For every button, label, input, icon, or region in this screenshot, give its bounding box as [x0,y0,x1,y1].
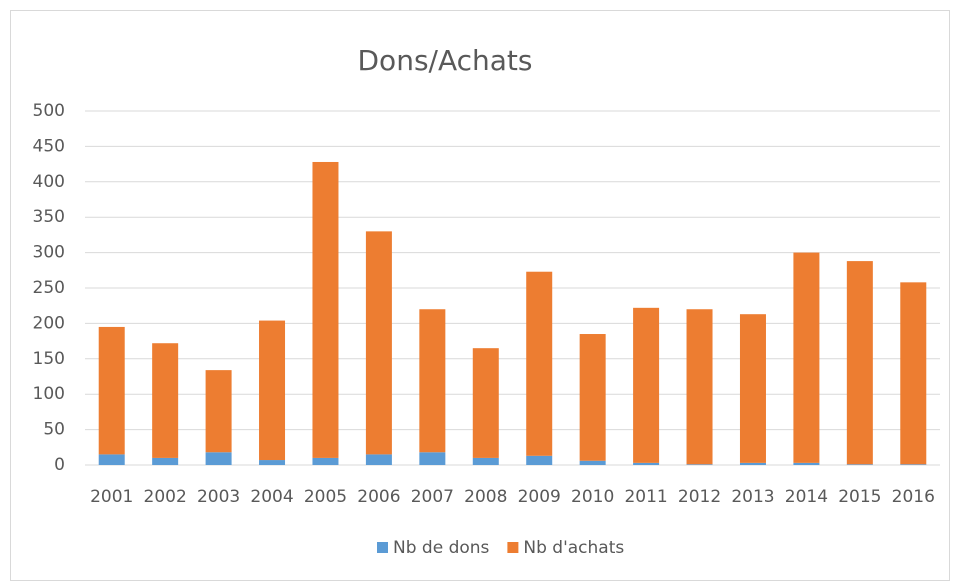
x-tick-label: 2007 [411,487,454,507]
bar-segment [526,271,553,456]
bar-segment [472,348,499,458]
legend-label: Nb d'achats [523,538,624,558]
bar-segment [205,452,232,465]
x-tick-label: 2013 [731,487,774,507]
y-tick-label: 50 [43,420,65,440]
y-tick-label: 150 [33,349,65,369]
y-tick-label: 0 [54,455,65,475]
x-tick-label: 2010 [571,487,614,507]
bar-segment [365,231,392,455]
y-tick-label: 100 [33,384,65,404]
bar-segment [739,462,766,465]
bar-segment [686,464,713,465]
bar-segment [472,457,499,465]
y-tick-label: 450 [33,136,65,156]
bar-segment [205,370,232,453]
bar-segment [98,326,125,455]
bar-segment [419,452,446,465]
y-tick-label: 500 [33,101,65,121]
x-tick-label: 2002 [144,487,187,507]
bar-segment [152,343,179,458]
bar-segment [686,309,713,465]
x-tick-label: 2015 [838,487,881,507]
x-tick-label: 2006 [357,487,400,507]
bar-segment [259,320,286,461]
y-tick-label: 200 [33,313,65,333]
y-tick-label: 250 [33,278,65,298]
chart-border [10,10,950,581]
bar-segment [900,464,927,465]
bar-segment [365,454,392,465]
bar-segment [526,455,553,465]
x-tick-label: 2016 [892,487,935,507]
bar-segment [793,462,820,465]
bar-segment [579,460,606,465]
bar-segment [419,309,446,453]
y-tick-label: 300 [33,243,65,263]
x-tick-label: 2014 [785,487,828,507]
bar-segment [312,457,339,465]
bar-segment [846,464,873,465]
bar-segment [633,307,660,463]
x-tick-label: 2012 [678,487,721,507]
bar-segment [579,334,606,461]
x-tick-label: 2005 [304,487,347,507]
chart-title: Dons/Achats [358,44,533,77]
bar-segment [900,282,927,465]
legend-label: Nb de dons [393,538,490,558]
x-tick-label: 2003 [197,487,240,507]
y-tick-label: 400 [33,172,65,192]
bar-segment [98,454,125,465]
x-tick-label: 2008 [464,487,507,507]
bar-segment [152,457,179,465]
bar-segment [793,252,820,463]
bar-segment [312,161,339,458]
x-tick-label: 2004 [250,487,293,507]
x-tick-label: 2011 [624,487,667,507]
legend-swatch [377,542,388,553]
x-tick-label: 2001 [90,487,133,507]
legend-swatch [507,542,519,553]
bar-segment [633,462,660,465]
y-tick-label: 350 [33,207,65,227]
bar-segment [259,460,286,465]
bar-segment [739,314,766,463]
bar-segment [846,261,873,465]
x-tick-label: 2009 [518,487,561,507]
